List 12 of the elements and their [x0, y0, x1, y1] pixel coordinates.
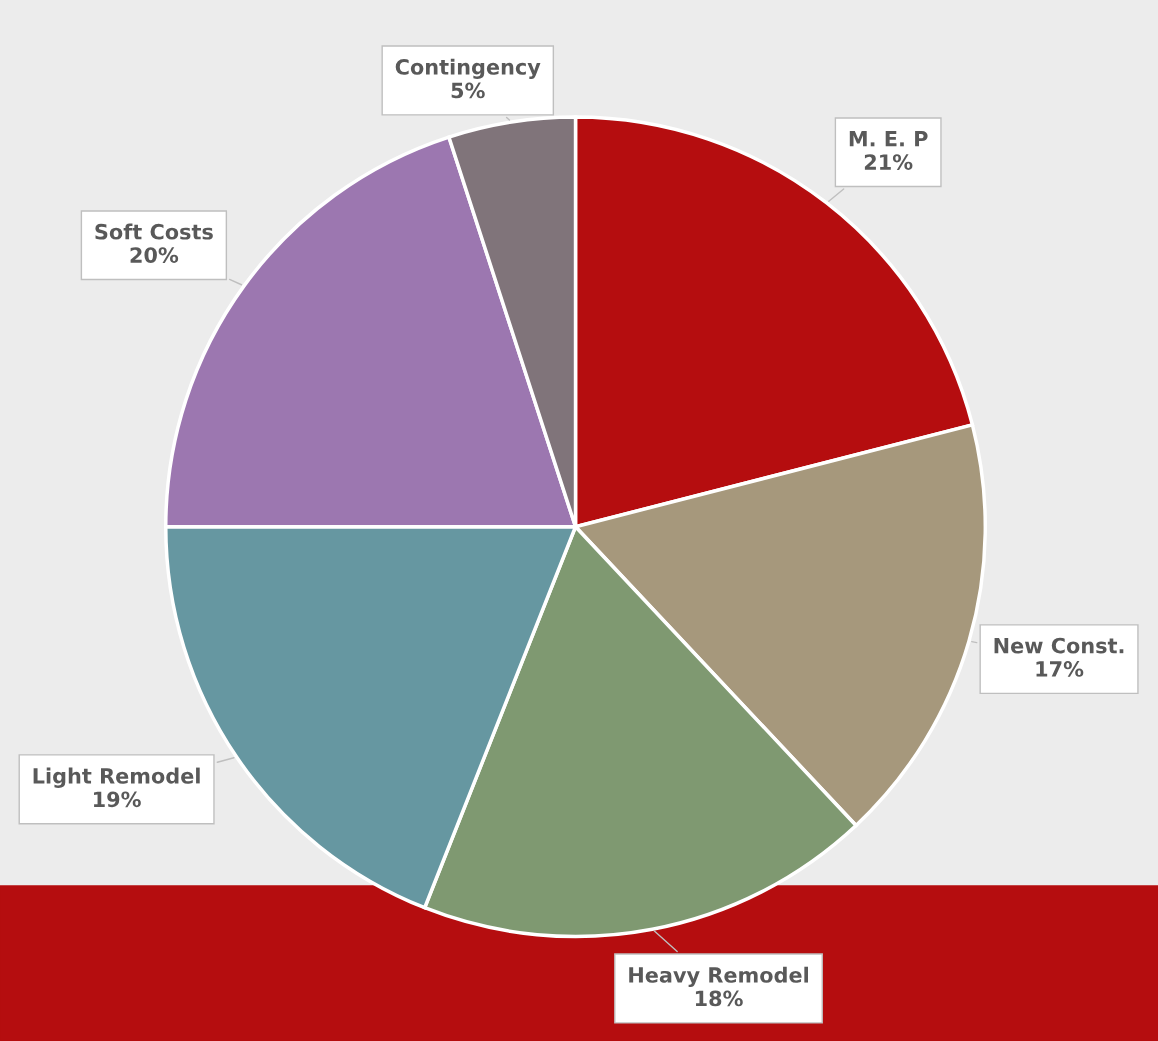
slice-label: Heavy Remodel	[629, 966, 808, 988]
slice-label: M. E. P	[849, 131, 928, 147]
data-label: 19%	[94, 791, 141, 808]
slice-label: Soft Costs	[95, 223, 213, 240]
data-label: 18%	[695, 990, 743, 1007]
data-label: 5%	[451, 82, 485, 99]
slice-label: Contingency	[395, 58, 541, 80]
data-label: 17%	[1036, 661, 1084, 677]
slice-label: Light Remodel	[33, 767, 200, 788]
data-label: 21%	[864, 154, 913, 170]
slice-label: New Const.	[994, 637, 1124, 654]
data-label: 20%	[130, 247, 179, 263]
